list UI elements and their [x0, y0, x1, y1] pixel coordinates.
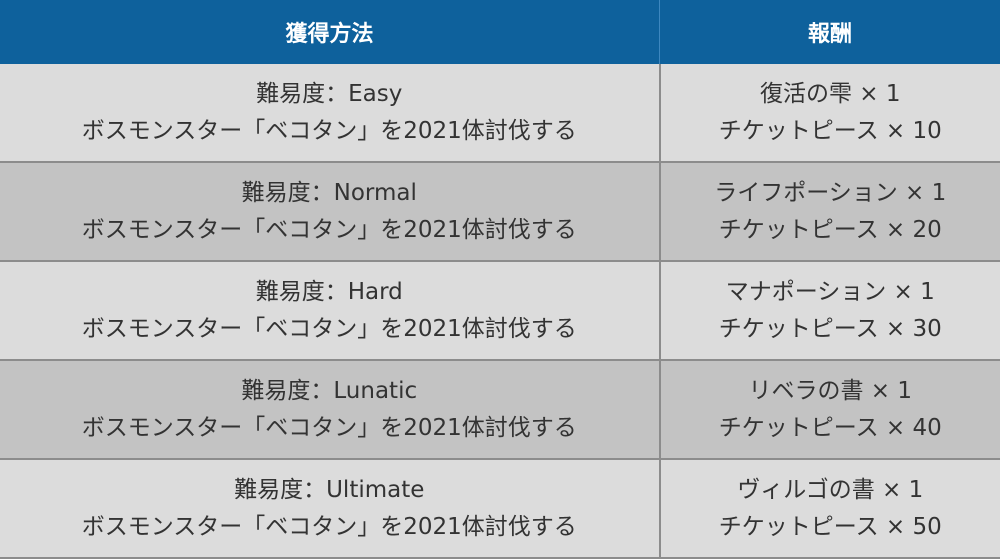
method-line: 難易度：Hard [0, 274, 659, 311]
table-header-row: 獲得方法 報酬 [0, 0, 1000, 64]
method-line: ボスモンスター「ベコタン」を2021体討伐する [0, 410, 659, 447]
reward-line: チケットピース × 40 [661, 410, 1000, 447]
reward-line: ライフポーション × 1 [661, 175, 1000, 212]
reward-line: 復活の雫 × 1 [661, 76, 1000, 113]
reward-line: チケットピース × 50 [661, 509, 1000, 546]
reward-line: チケットピース × 30 [661, 311, 1000, 348]
reward-line: リベラの書 × 1 [661, 373, 1000, 410]
reward-line: ヴィルゴの書 × 1 [661, 472, 1000, 509]
method-line: ボスモンスター「ベコタン」を2021体討伐する [0, 113, 659, 150]
method-line: 難易度：Easy [0, 76, 659, 113]
method-line: 難易度：Normal [0, 175, 659, 212]
method-line: 難易度：Ultimate [0, 472, 659, 509]
reward-line: チケットピース × 20 [661, 212, 1000, 249]
method-line: 難易度：Lunatic [0, 373, 659, 410]
method-line: ボスモンスター「ベコタン」を2021体討伐する [0, 311, 659, 348]
reward-line: チケットピース × 10 [661, 113, 1000, 150]
method-line: ボスモンスター「ベコタン」を2021体討伐する [0, 212, 659, 249]
header-method: 獲得方法 [0, 0, 660, 64]
method-line: ボスモンスター「ベコタン」を2021体討伐する [0, 509, 659, 546]
reward-line: マナポーション × 1 [661, 274, 1000, 311]
header-reward: 報酬 [660, 0, 1000, 64]
